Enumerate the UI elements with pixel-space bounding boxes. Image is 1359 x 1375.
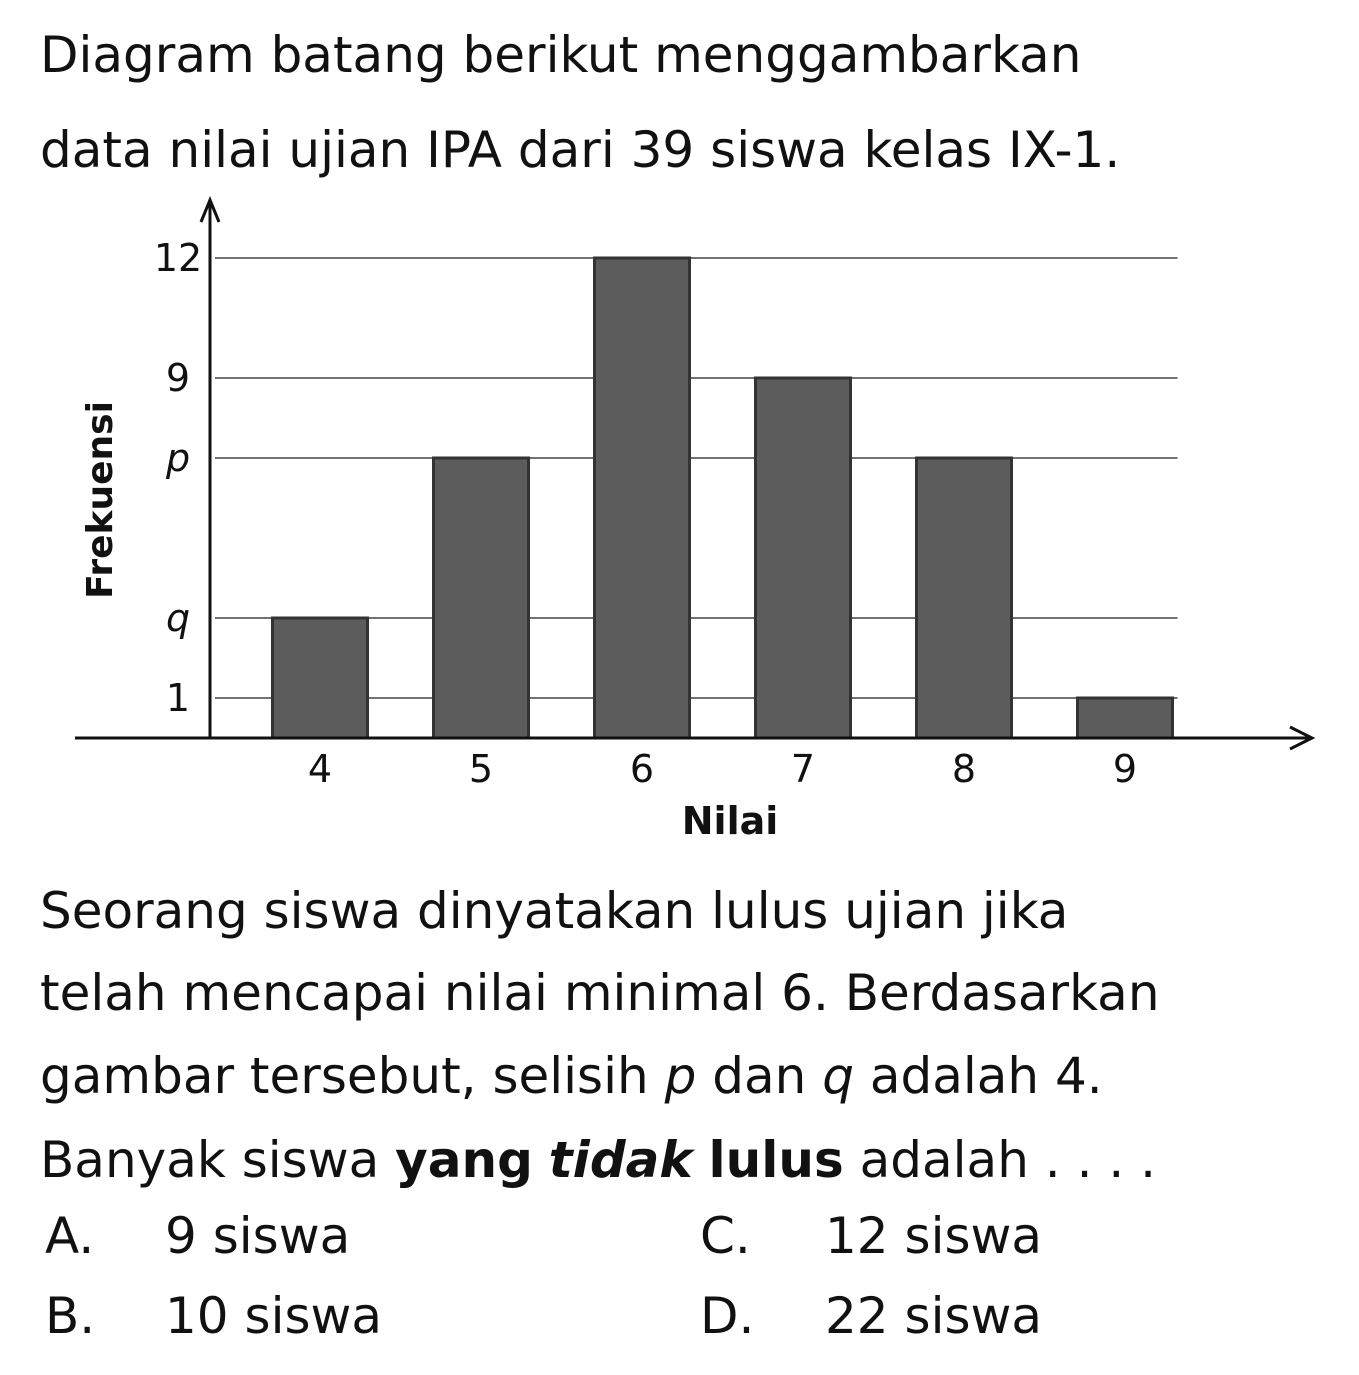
text: adalah . . . . <box>844 1131 1156 1189</box>
option-letter: B. <box>45 1287 95 1345</box>
x-axis-arrow <box>1289 725 1316 751</box>
option-text: 10 siswa <box>165 1287 382 1345</box>
text: gambar tersebut, selisih <box>40 1047 665 1105</box>
chart: 1 q p 9 12 4 5 6 7 8 9 Nilai Frekuensi <box>75 196 1316 843</box>
y-tick-label: 12 <box>154 236 202 280</box>
text <box>693 1131 709 1189</box>
y-tick-label: p <box>165 436 190 480</box>
text: p <box>664 1047 697 1105</box>
text: yang <box>395 1131 533 1189</box>
bar <box>754 376 852 740</box>
text <box>533 1131 549 1189</box>
option-text: 9 siswa <box>165 1207 350 1265</box>
y-tick-label: 1 <box>166 676 190 720</box>
intro-line: data nilai ujian IPA dari 39 siswa kelas… <box>40 121 1120 179</box>
x-tick-label: 8 <box>952 747 976 791</box>
body-line: gambar tersebut, selisih p dan q adalah … <box>40 1047 1103 1105</box>
intro-line: Diagram batang berikut menggambarkan <box>40 26 1081 84</box>
bar <box>1076 696 1174 740</box>
bar <box>271 616 369 740</box>
text: lulus <box>709 1131 844 1189</box>
x-axis-label: Nilai <box>682 799 779 843</box>
text: tidak <box>549 1131 696 1189</box>
text: dan <box>696 1047 822 1105</box>
y-tick-label: q <box>166 596 190 640</box>
option-letter: C. <box>700 1207 751 1265</box>
bar <box>915 456 1013 740</box>
text: Seorang siswa dinyatakan lulus ujian jik… <box>40 882 1068 940</box>
y-axis-label: Frekuensi <box>80 401 121 599</box>
x-tick-label: 7 <box>791 747 815 791</box>
text: q <box>822 1047 854 1105</box>
x-tick-label: 5 <box>469 747 493 791</box>
text: telah mencapai nilai minimal 6. Berdasar… <box>40 964 1160 1022</box>
body-line: telah mencapai nilai minimal 6. Berdasar… <box>40 964 1160 1022</box>
option-letter: D. <box>700 1287 754 1345</box>
option-text: 22 siswa <box>825 1287 1042 1345</box>
text: Banyak siswa <box>40 1131 395 1189</box>
bar <box>432 456 530 740</box>
bar <box>593 256 691 740</box>
x-tick-label: 6 <box>630 747 654 791</box>
y-tick-label: 9 <box>166 356 190 400</box>
option-letter: A. <box>45 1207 94 1265</box>
text: adalah 4. <box>854 1047 1103 1105</box>
x-tick-label: 9 <box>1113 747 1137 791</box>
x-tick-label: 4 <box>308 747 332 791</box>
body-line: Banyak siswa yang tidak lulus adalah . .… <box>40 1131 1156 1189</box>
body-line: Seorang siswa dinyatakan lulus ujian jik… <box>40 882 1068 940</box>
y-axis-arrow <box>199 196 221 223</box>
option-text: 12 siswa <box>825 1207 1042 1265</box>
